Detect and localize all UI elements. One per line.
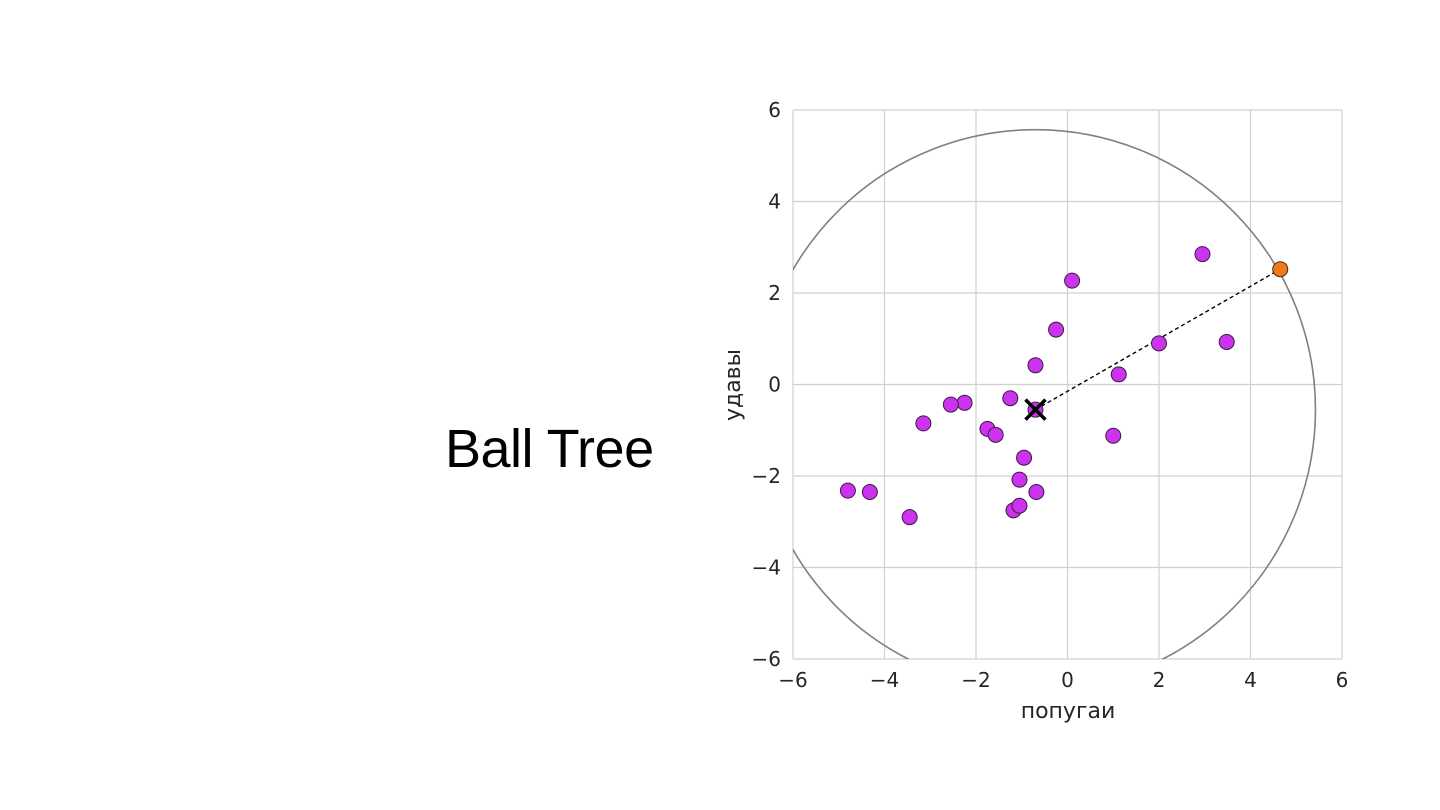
data-point [1105,427,1122,444]
data-point [942,396,959,413]
data-point [1011,471,1028,488]
slide-title: Ball Tree [445,419,654,479]
y-axis-label: удавы [721,349,746,421]
data-point [901,509,918,526]
data-point [861,484,878,501]
x-tick-label: 2 [1153,668,1166,692]
data-point [1110,366,1127,383]
y-tick-label: −6 [752,647,781,671]
y-tick-label: −2 [752,464,781,488]
data-point [1151,335,1167,352]
x-tick-label: −6 [778,668,807,692]
x-axis-label: попугаи [1021,699,1116,724]
ball-circle [793,128,1317,659]
data-point [1028,484,1045,501]
y-tick-label: 2 [768,281,781,305]
centroid-stroke [1024,398,1047,421]
x-tick-label: 6 [1336,668,1349,692]
data-point [1194,246,1211,263]
y-tick-label: 4 [768,190,781,214]
data-point [1027,357,1044,374]
data-point [1218,333,1235,350]
data-point [1011,497,1028,514]
farthest-point [1272,261,1289,278]
grid [792,109,1343,660]
data-point [987,426,1004,443]
data-point [1016,449,1033,466]
data-point [839,482,856,499]
x-tick-label: 0 [1061,668,1074,692]
x-tick-label: −4 [870,668,899,692]
data-point [1048,321,1065,338]
data-point [915,415,932,432]
y-tick-label: 0 [768,373,781,397]
centroid-marker [1024,398,1047,421]
y-tick-label: 6 [768,98,781,122]
data-point [1064,272,1081,289]
x-tick-label: −2 [961,668,990,692]
data-point [1002,390,1019,407]
x-tick-label: 4 [1244,668,1257,692]
y-tick-label: −4 [752,556,781,580]
data-point [956,394,973,411]
